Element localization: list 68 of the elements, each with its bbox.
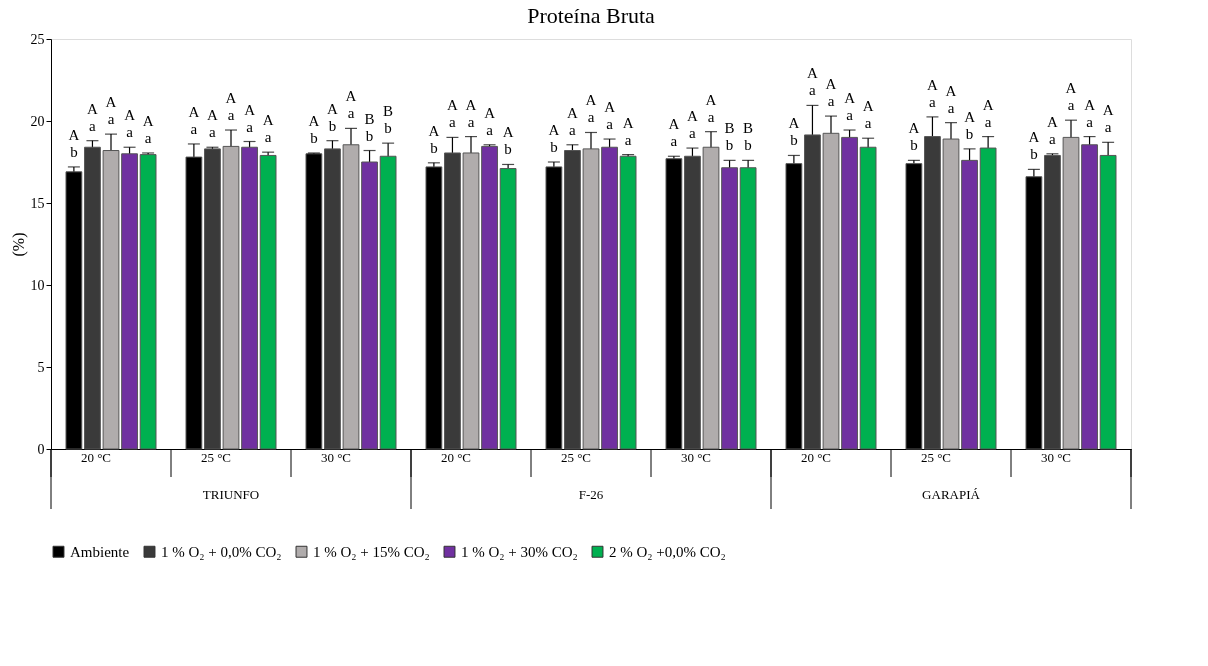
x-tick-label: 25 °C: [920, 449, 951, 465]
data-label: A b: [908, 120, 920, 154]
data-label: B b: [364, 110, 375, 144]
data-label: B b: [724, 120, 735, 154]
legend-label: 1 % O₂ + 0,0% CO₂: [161, 543, 282, 560]
data-label: A a: [927, 76, 939, 110]
data-label: A a: [87, 100, 99, 134]
x-tick-label: 20 °C: [440, 449, 471, 465]
text: GARAPIÁ: [922, 487, 981, 502]
x-tick-label: 30 °C: [680, 449, 711, 465]
x-tick-label: 25 °C: [560, 449, 591, 465]
y-tick-label: 15: [30, 195, 45, 211]
x-tick-label: 20 °C: [800, 449, 831, 465]
legend-label: 2 % O₂ +0,0% CO₂: [609, 543, 726, 560]
x-tick-label: 20 °C: [80, 449, 111, 465]
data-label: A b: [964, 108, 976, 142]
data-label: A a: [825, 76, 837, 110]
data-label: A b: [308, 112, 320, 146]
text: TRIUNFO: [202, 487, 260, 502]
data-label: B b: [743, 120, 754, 154]
data-label: A b: [327, 100, 339, 134]
data-label: B b: [383, 103, 394, 137]
data-label: A b: [1028, 129, 1040, 163]
data-label: A a: [244, 101, 256, 135]
x-tick-label: 25 °C: [200, 449, 231, 465]
data-label: A a: [345, 88, 357, 122]
data-label: A a: [622, 114, 634, 148]
data-label: A a: [105, 94, 117, 128]
data-label: A a: [807, 65, 819, 99]
data-label: A a: [1084, 96, 1096, 130]
y-axis-title: (%): [9, 232, 28, 257]
x-tick-label: 30 °C: [1040, 449, 1071, 465]
data-label: A a: [188, 103, 200, 137]
data-label: A a: [1047, 113, 1059, 147]
x-tick-label: 30 °C: [320, 449, 351, 465]
legend-label: Ambiente: [70, 543, 130, 560]
data-label: A b: [68, 126, 80, 160]
data-label: A a: [982, 96, 994, 130]
data-label: A a: [447, 97, 459, 131]
y-tick-label: 10: [30, 277, 45, 293]
y-tick-label: 25: [30, 31, 45, 47]
data-label: A a: [142, 112, 154, 146]
data-label: A b: [502, 124, 514, 158]
data-label: A a: [1102, 102, 1114, 136]
legend-label: 1 % O₂ + 30% CO₂: [461, 543, 578, 560]
data-label: A a: [262, 112, 274, 146]
text: F-26: [578, 487, 604, 502]
data-label: A a: [465, 96, 477, 130]
y-tick-label: 20: [30, 113, 45, 129]
data-label: A a: [567, 104, 579, 138]
data-label: A b: [548, 122, 560, 155]
data-label: A a: [687, 108, 699, 142]
data-label: A a: [1065, 80, 1077, 114]
chart-title: Proteína Bruta: [527, 3, 656, 28]
data-label: A a: [207, 107, 219, 141]
y-tick-label: 0: [37, 441, 45, 457]
data-label: A a: [124, 107, 136, 141]
data-label: A a: [604, 99, 616, 133]
data-label: A a: [945, 82, 957, 116]
data-label: A a: [484, 104, 496, 138]
data-label: A b: [428, 122, 440, 156]
data-label: A a: [862, 98, 874, 132]
data-label: A b: [788, 115, 800, 149]
data-label: A a: [844, 90, 856, 124]
data-label: A a: [668, 116, 680, 150]
legend-label: 1 % O₂ + 15% CO₂: [313, 543, 430, 560]
y-tick-label: 5: [37, 359, 45, 375]
data-label: A a: [585, 92, 597, 126]
